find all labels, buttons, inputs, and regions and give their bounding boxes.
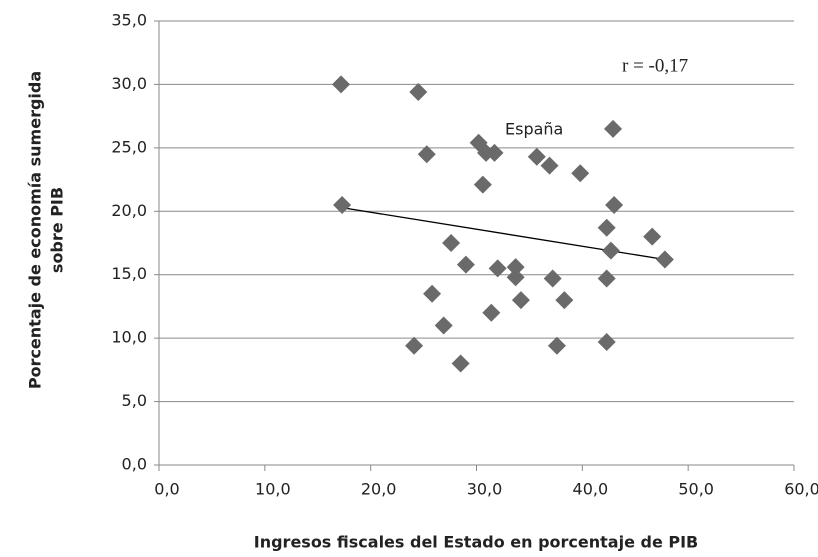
x-tick-label: 50,0 [678,480,714,499]
y-tick-label: 5,0 [122,391,147,410]
y-tick-label: 25,0 [111,137,147,156]
point [409,83,428,102]
point [456,255,475,274]
point [655,250,674,269]
x-axis-label: Ingresos fiscales del Estado en porcenta… [254,533,699,552]
annotation: r = -0,17 [622,55,688,76]
y-tick-label: 20,0 [111,201,147,220]
y-tick-label: 15,0 [111,264,147,283]
point [482,303,501,322]
x-tick-label: 20,0 [361,480,397,499]
point [485,143,504,162]
x-tick-label: 30,0 [467,480,503,499]
point [540,156,559,175]
point [511,291,530,310]
point [506,268,525,287]
x-tick-label: 60,0 [784,480,818,499]
point [601,241,620,260]
point [473,175,492,194]
point [604,119,623,138]
y-tick-label: 35,0 [111,11,147,30]
y-tick-label: 10,0 [111,328,147,347]
point [605,195,624,214]
point [506,258,525,277]
y-axis-label-line: Porcentaje de economía sumergida [26,71,45,389]
y-axis-label: Porcentaje de economía sumergida sobre P… [26,71,67,389]
y-tick-label: 30,0 [111,74,147,93]
point [423,284,442,303]
point [332,75,351,94]
y-tick-label: 0,0 [122,455,147,474]
x-tick-label: 10,0 [255,480,291,499]
point [547,336,566,355]
point [488,259,507,278]
point [434,316,453,335]
point [597,269,616,288]
annotation: España [505,120,563,139]
x-tick-label: 40,0 [573,480,609,499]
x-tick-label: 0,0 [154,480,179,499]
point [555,291,574,310]
point [643,227,662,246]
point [417,145,436,164]
point [442,234,461,252]
point [451,354,470,373]
point [405,336,424,355]
point [527,147,546,166]
point [597,218,616,237]
y-axis-label-line: sobre PIB [48,187,67,273]
point [333,195,352,214]
point [571,164,590,183]
point [543,269,562,288]
point [597,332,616,351]
